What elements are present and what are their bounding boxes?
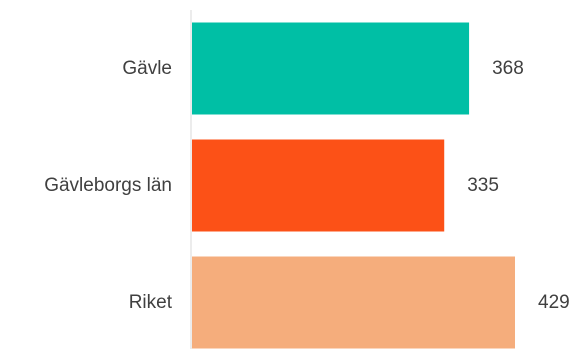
bars-group [192,22,515,349]
category-label-1: Gävle [122,58,172,79]
category-labels-group: Gävle Gävleborgs län Riket [44,58,173,313]
bar-2 [192,139,445,232]
value-label-1: 368 [492,58,524,79]
value-label-3: 429 [538,292,570,313]
value-labels-group: 368 335 429 [467,58,569,313]
category-label-3: Riket [129,292,173,313]
bar-1 [192,22,470,115]
category-label-2: Gävleborgs län [44,175,172,196]
bar-3 [192,256,515,349]
value-label-2: 335 [467,175,499,196]
